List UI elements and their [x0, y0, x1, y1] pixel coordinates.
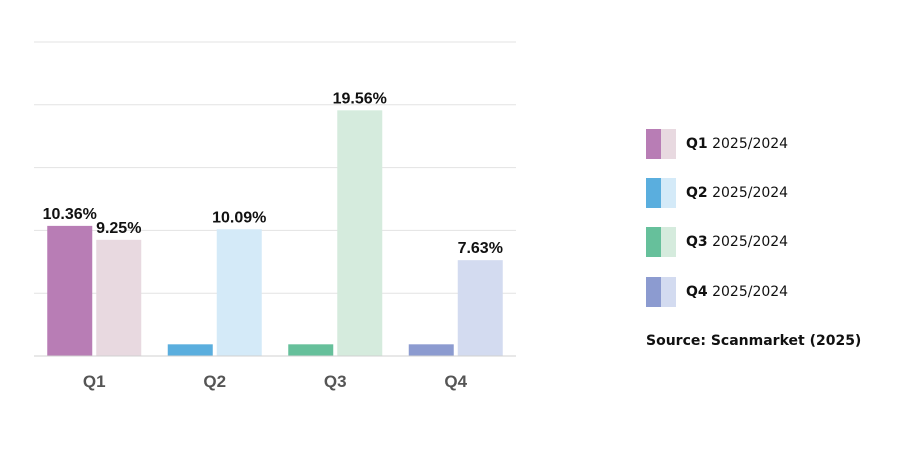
legend-quarter: Q3	[686, 234, 708, 250]
legend-years: 2025/2024	[712, 185, 789, 201]
source-note: Source: Scanmarket (2025)	[646, 333, 862, 349]
legend-swatch-previous-q1	[661, 129, 676, 159]
legend-item-q2: Q2 2025/2024	[646, 178, 788, 208]
bar-q2-2024	[216, 229, 262, 356]
legend-swatch-current-q3	[646, 227, 661, 257]
legend-quarter: Q4	[686, 284, 708, 300]
bar-q1-2024	[96, 239, 142, 356]
legend-label-q1: Q1 2025/2024	[686, 136, 788, 152]
x-tick-label: Q2	[203, 372, 226, 391]
legend-swatch-current-q2	[646, 178, 661, 208]
bar-q4-2025	[408, 344, 454, 356]
data-label: 9.25%	[96, 220, 141, 237]
bar-q1-2025	[47, 225, 93, 356]
bar-q4-2024	[457, 260, 503, 356]
legend-swatch-previous-q3	[661, 227, 676, 257]
legend-quarter: Q1	[686, 136, 708, 152]
data-label: 10.09%	[212, 209, 266, 226]
legend-swatch-q3	[646, 227, 676, 257]
legend-years: 2025/2024	[712, 234, 789, 250]
legend-swatch-q2	[646, 178, 676, 208]
legend-swatch-q1	[646, 129, 676, 159]
legend-swatch-previous-q4	[661, 277, 676, 307]
x-tick-label: Q1	[83, 372, 106, 391]
bar-q3-2025	[288, 344, 334, 356]
data-label: 7.63%	[458, 240, 503, 257]
legend-label-q3: Q3 2025/2024	[686, 234, 788, 250]
data-label: 10.36%	[43, 206, 97, 223]
legend-label-q4: Q4 2025/2024	[686, 284, 788, 300]
x-tick-label: Q3	[324, 372, 347, 391]
legend-swatch-q4	[646, 277, 676, 307]
bar-q2-2025	[167, 344, 213, 356]
legend-swatch-previous-q2	[661, 178, 676, 208]
legend-item-q4: Q4 2025/2024	[646, 277, 788, 307]
legend-label-q2: Q2 2025/2024	[686, 185, 788, 201]
legend-swatch-current-q1	[646, 129, 661, 159]
legend-swatch-current-q4	[646, 277, 661, 307]
legend-quarter: Q2	[686, 185, 708, 201]
x-tick-label: Q4	[444, 372, 467, 391]
bar-q3-2024	[337, 110, 383, 356]
data-label: 19.56%	[333, 90, 387, 107]
legend-years: 2025/2024	[712, 284, 789, 300]
legend-item-q3: Q3 2025/2024	[646, 227, 788, 257]
legend-item-q1: Q1 2025/2024	[646, 129, 788, 159]
legend-years: 2025/2024	[712, 136, 789, 152]
